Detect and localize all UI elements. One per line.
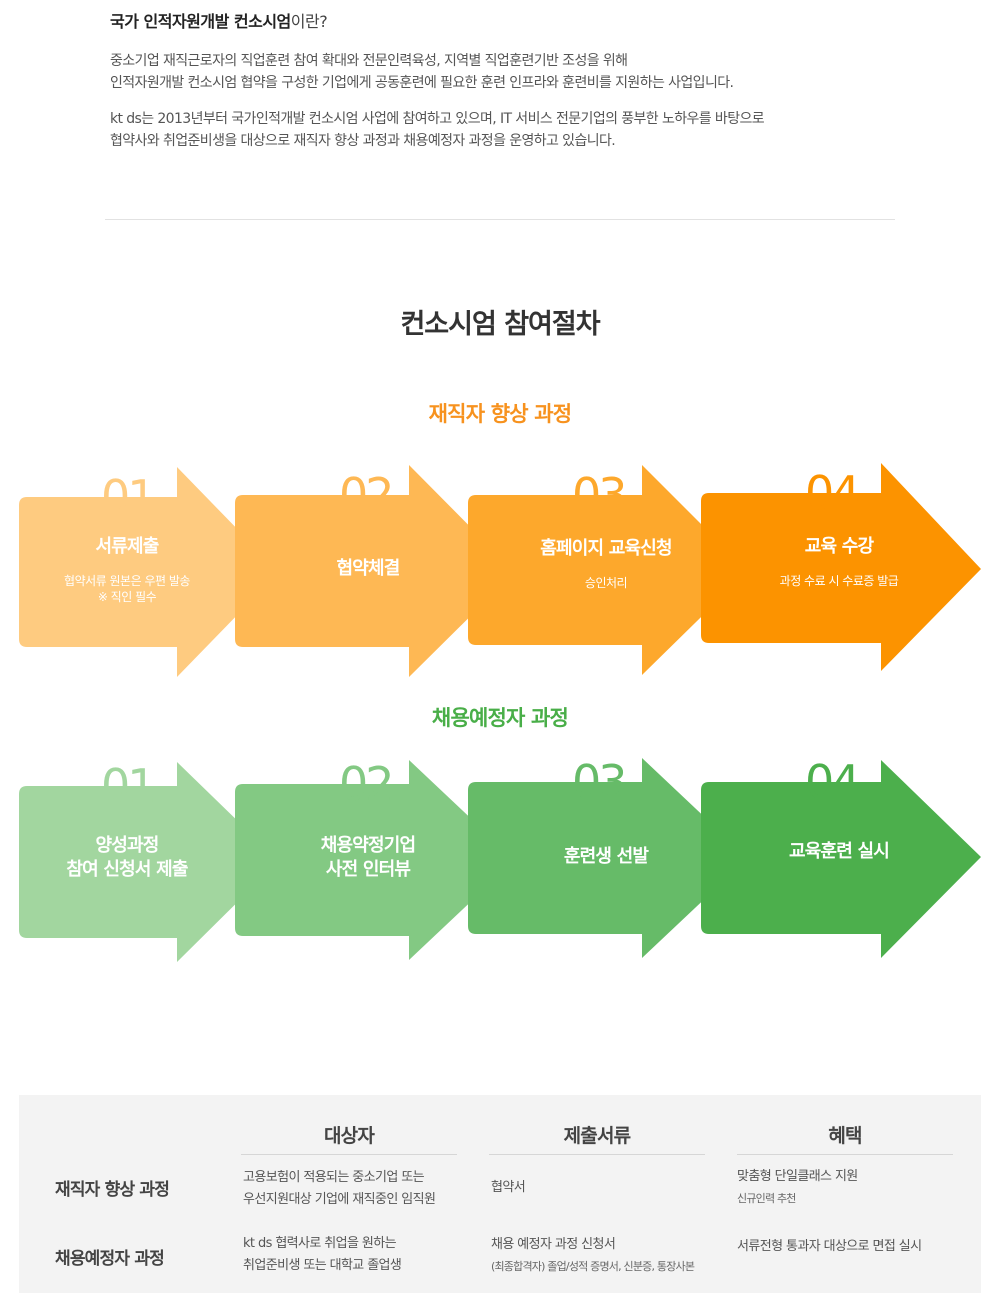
step-number: 03 xyxy=(572,755,628,809)
step-label: 서류제출 xyxy=(95,536,159,557)
step-label: 교육 수강 xyxy=(804,536,874,557)
step-content: 교육 수강 과정 수료 시 수료증 발급 xyxy=(701,535,977,589)
step-content: 훈련생 선발 xyxy=(468,845,744,869)
intro-paragraph-2: kt ds는 2013년부터 국가인적개발 컨소시엄 사업에 참여하고 있으며,… xyxy=(110,111,765,149)
step-label: 홈페이지 교육신청 xyxy=(540,538,672,559)
step-content: 협약체결 xyxy=(235,557,501,581)
step-desc: 승인처리 xyxy=(584,576,628,590)
cell-documents: 채용 예정자 과정 신청서 (최종합격자) 졸업/성적 증명서, 신분증, 통장사… xyxy=(491,1237,695,1273)
step-content: 채용약정기업 사전 인터뷰 xyxy=(235,834,501,882)
cell-benefits: 맞춤형 단일클래스 지원 신규인력 추천 xyxy=(737,1169,858,1205)
cell-target: kt ds 협력사로 취업을 원하는 취업준비생 또는 대학교 졸업생 xyxy=(243,1236,402,1273)
step-content: 교육훈련 실시 xyxy=(701,840,977,864)
divider xyxy=(105,219,895,220)
arrow-shape xyxy=(235,760,515,960)
row-header-employee: 재직자 향상 과정 xyxy=(55,1180,170,1200)
arrow-shape xyxy=(701,463,981,671)
arrow-shape xyxy=(701,760,981,958)
step-content: 홈페이지 교육신청 승인처리 xyxy=(468,537,744,591)
step-number: 01 xyxy=(101,759,157,813)
step-number: 03 xyxy=(572,468,628,522)
cell-documents: 협약서 xyxy=(491,1180,526,1195)
step-label: 채용약정기업 사전 인터뷰 xyxy=(320,835,416,880)
recruit-track-title: 채용예정자 과정 xyxy=(431,706,569,730)
step-content: 양성과정 참여 신청서 제출 xyxy=(19,834,235,882)
step-desc: 협약서류 원본은 우편 발송 ※ 직인 필수 xyxy=(64,574,190,604)
step-label: 양성과정 참여 신청서 제출 xyxy=(66,835,188,880)
arrow-shape xyxy=(19,762,279,962)
arrow-shape xyxy=(468,465,748,675)
col-divider xyxy=(737,1154,953,1155)
step-label: 훈련생 선발 xyxy=(563,846,649,867)
employee-track-title: 재직자 향상 과정 xyxy=(428,402,572,426)
section-title: 컨소시엄 참여절차 xyxy=(400,309,600,340)
step-number: 04 xyxy=(805,755,861,809)
arrow-shape xyxy=(19,467,279,677)
step-number: 04 xyxy=(805,466,861,520)
intro-title: 국가 인적자원개발 컨소시엄이란? xyxy=(110,12,328,31)
row-header-recruit: 채용예정자 과정 xyxy=(55,1249,165,1269)
intro-paragraph-1: 중소기업 재직근로자의 직업훈련 참여 확대와 전문인력육성, 지역별 직업훈련… xyxy=(110,53,734,91)
col-header-documents: 제출서류 xyxy=(563,1125,632,1147)
step-number: 02 xyxy=(339,757,395,811)
cell-benefits: 서류전형 통과자 대상으로 면접 실시 xyxy=(737,1239,922,1254)
col-header-benefits: 혜택 xyxy=(828,1125,862,1147)
step-number: 01 xyxy=(101,470,157,524)
step-content: 서류제출 협약서류 원본은 우편 발송 ※ 직인 필수 xyxy=(19,535,235,605)
cell-target: 고용보험이 적용되는 중소기업 또는 우선지원대상 기업에 재직중인 임직원 xyxy=(243,1170,436,1207)
step-label: 교육훈련 실시 xyxy=(788,841,890,862)
col-divider xyxy=(489,1154,705,1155)
arrow-shape xyxy=(468,758,748,958)
step-number: 02 xyxy=(339,468,395,522)
step-label: 협약체결 xyxy=(336,558,400,579)
intro-section: 국가 인적자원개발 컨소시엄이란? 중소기업 재직근로자의 직업훈련 참여 확대… xyxy=(110,8,910,152)
info-table: 대상자 제출서류 혜택 재직자 향상 과정 고용보험이 적용되는 중소기업 또는… xyxy=(19,1095,981,1293)
col-header-target: 대상자 xyxy=(323,1125,375,1147)
col-divider xyxy=(241,1154,457,1155)
arrow-shape xyxy=(235,465,515,677)
step-desc: 과정 수료 시 수료증 발급 xyxy=(779,574,899,588)
